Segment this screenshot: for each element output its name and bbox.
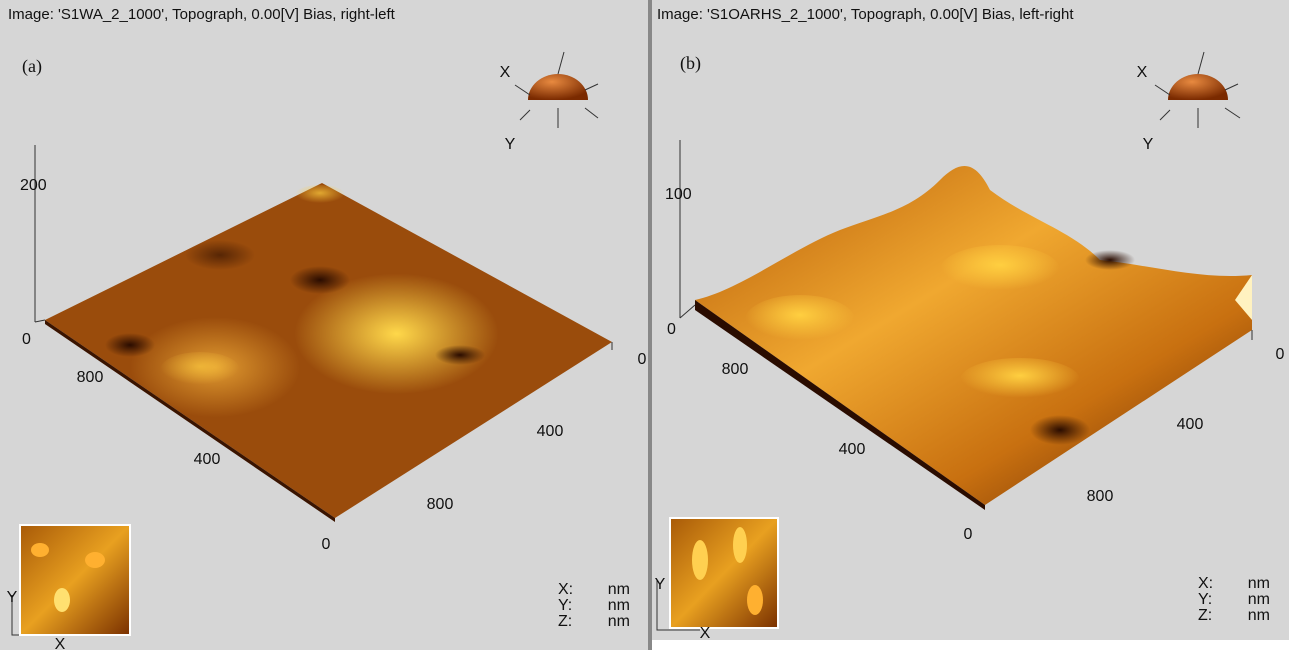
z-tick-label: 100	[665, 186, 692, 203]
orientation-x: X	[1137, 64, 1148, 81]
screenshot: Image: 'S1WA_2_1000', Topograph, 0.00[V]…	[0, 0, 1289, 650]
right-tick-label: 0	[1276, 346, 1285, 363]
inset-axis-y: Y	[7, 589, 18, 606]
image-header: Image: 'S1OARHS_2_1000', Topograph, 0.00…	[657, 6, 1074, 23]
right-tick-label: 800	[1087, 488, 1114, 505]
left-tick-label: 400	[194, 451, 221, 468]
inset-axis-x: X	[55, 636, 66, 650]
unit-axis: X:	[1198, 575, 1213, 592]
z-tick-label: 0	[667, 321, 676, 338]
left-tick-label: 800	[722, 361, 749, 378]
right-tick-label: 800	[427, 496, 454, 513]
surface-a	[45, 183, 612, 522]
right-tick-label: 400	[537, 423, 564, 440]
unit-value: nm	[608, 613, 630, 630]
left-tick-label: 0	[964, 526, 973, 543]
left-tick-label: 400	[839, 441, 866, 458]
unit-axis: Y:	[558, 597, 572, 614]
unit-value: nm	[608, 581, 630, 598]
z-tick-label: 200	[20, 177, 47, 194]
panel-label: (a)	[22, 56, 42, 77]
unit-value: nm	[1248, 591, 1270, 608]
surface-b	[695, 166, 1252, 510]
unit-value: nm	[608, 597, 630, 614]
orientation-widget-a	[515, 52, 598, 128]
unit-axis: X:	[558, 581, 573, 598]
right-tick-label: 400	[1177, 416, 1204, 433]
orientation-y: Y	[1143, 136, 1154, 153]
unit-value: nm	[1248, 607, 1270, 624]
inset-axis-y: Y	[655, 576, 666, 593]
divider	[648, 0, 652, 650]
left-tick-label: 800	[77, 369, 104, 386]
unit-value: nm	[1248, 575, 1270, 592]
z-tick-label: 0	[22, 331, 31, 348]
unit-axis: Z:	[558, 613, 572, 630]
right-tick-label: 0	[638, 351, 647, 368]
left-tick-label: 0	[322, 536, 331, 553]
panel-label: (b)	[680, 53, 701, 74]
unit-axis: Z:	[1198, 607, 1212, 624]
orientation-widget-b	[1155, 52, 1240, 128]
orientation-y: Y	[505, 136, 516, 153]
inset-a	[20, 525, 130, 635]
inset-axis-x: X	[700, 625, 711, 642]
image-header: Image: 'S1WA_2_1000', Topograph, 0.00[V]…	[8, 6, 396, 23]
bottom-strip	[652, 640, 1289, 650]
unit-axis: Y:	[1198, 591, 1212, 608]
orientation-x: X	[500, 64, 511, 81]
inset-b	[670, 518, 778, 628]
